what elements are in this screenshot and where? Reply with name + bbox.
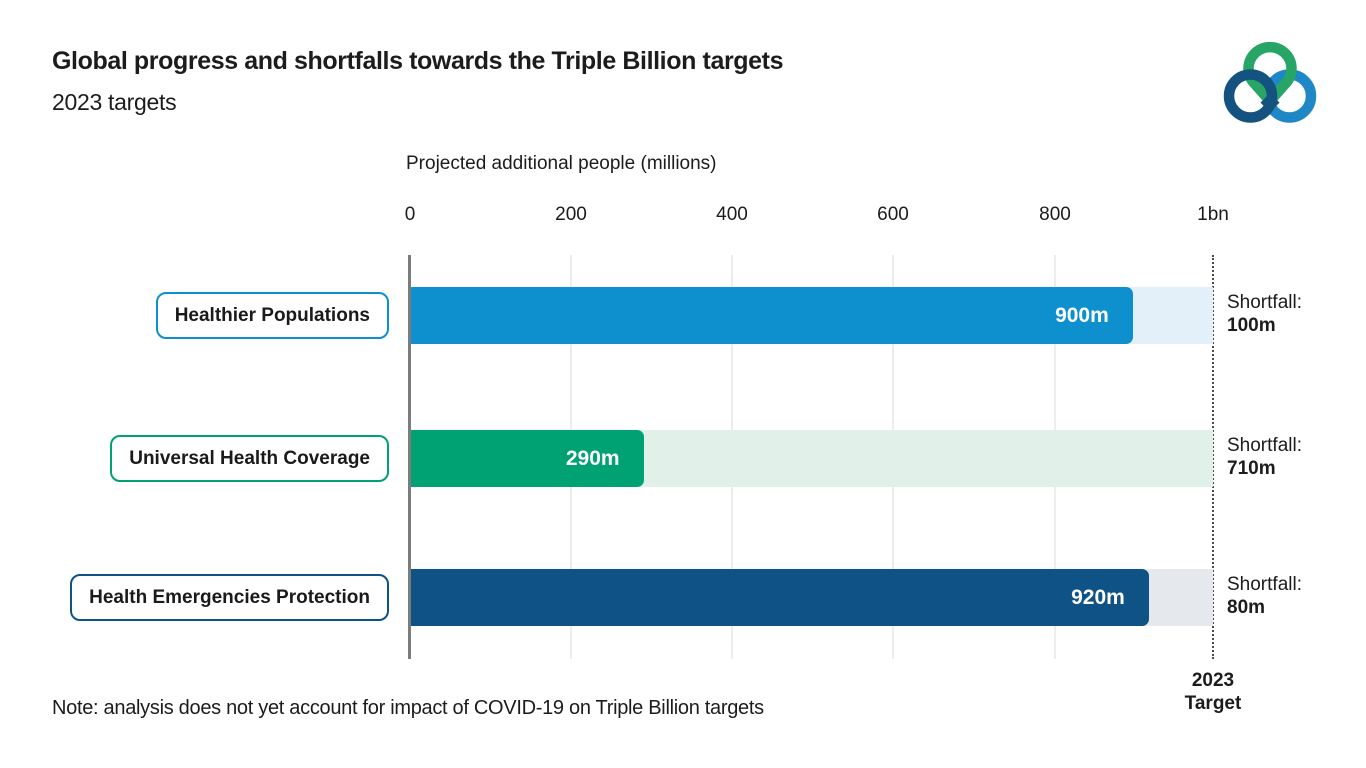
bar-value-label: 900m	[1055, 304, 1109, 327]
bar-row: 920m Health Emergencies Protection Short…	[0, 569, 1366, 626]
x-axis-title: Projected additional people (millions)	[406, 153, 717, 174]
category-label: Healthier Populations	[174, 305, 370, 326]
y-axis-line	[408, 255, 411, 659]
shortfall-label: Shortfall: 80m	[1227, 573, 1302, 619]
category-box-health-emergencies-protection: Health Emergencies Protection	[70, 574, 389, 621]
bar-row: 900m Healthier Populations Shortfall: 10…	[0, 287, 1366, 344]
logo-center-diamond	[1260, 93, 1280, 113]
bar-fill: 290m	[411, 430, 644, 487]
shortfall-prefix: Shortfall:	[1227, 574, 1302, 595]
x-tick-0: 0	[404, 204, 416, 225]
shortfall-value: 100m	[1227, 315, 1276, 336]
shortfall-prefix: Shortfall:	[1227, 292, 1302, 313]
target-2023-label: 2023 Target	[1153, 669, 1273, 715]
target-year: 2023	[1191, 670, 1235, 691]
shortfall-value: 710m	[1227, 458, 1276, 479]
page-title: Global progress and shortfalls towards t…	[52, 47, 784, 75]
shortfall-label: Shortfall: 100m	[1227, 291, 1302, 337]
bar-fill: 900m	[411, 287, 1133, 344]
category-box-universal-health-coverage: Universal Health Coverage	[110, 435, 389, 482]
x-tick-1bn: 1bn	[1197, 204, 1229, 225]
page-subtitle: 2023 targets	[52, 89, 177, 115]
x-tick-800: 800	[1039, 204, 1071, 225]
category-label: Health Emergencies Protection	[89, 587, 370, 608]
category-box-healthier-populations: Healthier Populations	[155, 292, 389, 339]
bar-value-label: 290m	[565, 447, 620, 470]
x-tick-600: 600	[877, 204, 909, 225]
target-dotted-line	[1212, 255, 1214, 659]
x-tick-400: 400	[716, 204, 748, 225]
target-word: Target	[1184, 693, 1242, 714]
bar-row: 290m Universal Health Coverage Shortfall…	[0, 430, 1366, 487]
footnote: Note: analysis does not yet account for …	[52, 697, 764, 719]
x-tick-200: 200	[555, 204, 587, 225]
shortfall-value: 80m	[1227, 597, 1266, 618]
shortfall-prefix: Shortfall:	[1227, 435, 1302, 456]
category-label: Universal Health Coverage	[129, 448, 370, 469]
bar-fill: 920m	[411, 569, 1149, 626]
triple-billion-logo	[1223, 41, 1317, 123]
shortfall-label: Shortfall: 710m	[1227, 434, 1302, 480]
bar-value-label: 920m	[1071, 586, 1125, 609]
